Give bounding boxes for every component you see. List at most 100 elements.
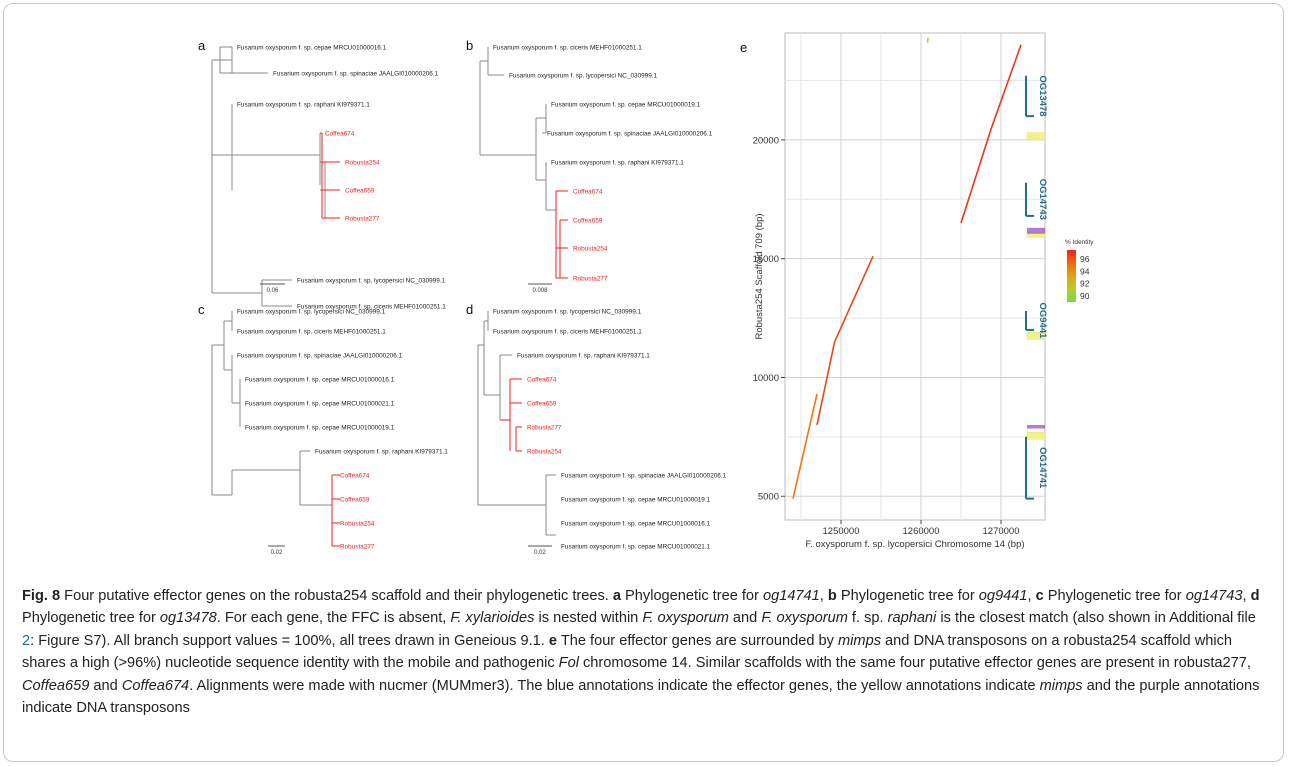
caption-text: : Figure S7). All branch support values … — [30, 632, 549, 649]
caption-italic: og14741 — [762, 588, 820, 604]
scale-bar-label-b: 0.008 — [532, 288, 548, 294]
panel-letter-a: a — [198, 38, 206, 53]
x-tick-label: 1260000 — [903, 526, 940, 537]
effector-label: OG14741 — [1037, 447, 1048, 489]
panel-letter-c: c — [198, 302, 205, 317]
tree-leaf-label: Robusta254 — [527, 449, 562, 456]
tree-leaf-label: Fusarium oxysporum f. sp. cepae MRCU0100… — [245, 401, 395, 408]
y-tick-label: 5000 — [758, 492, 779, 503]
tree-leaf-label: Fusarium oxysporum f. sp. spinaciae JAAL… — [273, 71, 439, 78]
caption-body: Four putative effector genes on the robu… — [22, 588, 1260, 716]
caption-bold: c — [1035, 588, 1044, 604]
tree-leaf-label: Fusarium oxysporum f. sp. raphani KI9793… — [237, 102, 370, 109]
tree-leaf-label: Fusarium oxysporum f. sp. cepae MRCU0100… — [551, 102, 701, 109]
caption-text: . For each gene, the FFC is absent, — [216, 610, 451, 627]
tree-leaf-label: Fusarium oxysporum f. sp. ciceris MEHF01… — [297, 304, 446, 311]
caption-italic: F. oxysporum — [761, 610, 848, 627]
additional-file-link[interactable]: 2 — [22, 632, 31, 649]
legend-tick-label: 94 — [1080, 266, 1090, 276]
scale-bar-label-d: 0.02 — [534, 550, 546, 556]
tree-leaf-label: Fusarium oxysporum f. sp. lycopersici NC… — [237, 309, 386, 316]
caption-text: and DNA transposons on a robusta254 scaf… — [22, 632, 1233, 672]
tree-leaf-label: Fusarium oxysporum f. sp. lycopersici NC… — [297, 278, 446, 285]
tree-panel-d: d Fusarium oxysporum f. sp. lycopersici N… — [466, 302, 727, 556]
caption-italic: raphani — [887, 610, 937, 627]
x-axis-title: F. oxysporum f. sp. lycopersici Chromoso… — [805, 539, 1024, 550]
tree-leaf-label: Robusta277 — [345, 216, 380, 223]
caption-italic: og14743 — [1185, 588, 1243, 604]
legend-title: % Identity — [1065, 239, 1094, 246]
caption-text: . Alignments were made with nucmer (MUMm… — [189, 677, 1040, 694]
tree-leaf-label: Fusarium oxysporum f. sp. spinaciae JAAL… — [561, 473, 727, 480]
tree-leaf-label: Coffea659 — [573, 218, 603, 225]
transposon-annotation — [1027, 227, 1045, 234]
panel-letter-e: e — [740, 40, 747, 55]
caption-italic: mimps — [838, 632, 881, 649]
mimp-annotation — [1026, 132, 1046, 141]
caption-italic: og9441 — [978, 588, 1028, 604]
x-tick-label: 1270000 — [983, 526, 1020, 537]
caption-italic: F. xylarioides — [450, 610, 535, 627]
caption-italic: Coffea674 — [121, 677, 190, 694]
caption-text: , — [1027, 588, 1036, 604]
tree-leaf-label: Fusarium oxysporum f. sp. lycopersici NC… — [509, 73, 658, 80]
alignment-segment — [816, 341, 836, 426]
caption-bold: a — [612, 588, 621, 604]
caption-text: Four putative effector genes on the robu… — [60, 588, 613, 604]
tree-leaf-label: Robusta277 — [527, 425, 562, 432]
legend-colorbar — [1067, 250, 1076, 302]
caption-text: Phylogenetic tree for — [1043, 588, 1186, 604]
caption-text: and — [728, 610, 762, 627]
caption-bold: b — [827, 588, 837, 604]
legend-tick-label: 96 — [1080, 254, 1090, 264]
caption-text: and — [89, 677, 122, 694]
tree-panel-c: c Fusarium oxysporum f. sp. lycopersici N… — [198, 302, 448, 556]
caption-text: , — [1242, 588, 1251, 604]
tree-leaf-label: Fusarium oxysporum f. sp. ciceris MEHF01… — [493, 45, 642, 52]
plot-area — [784, 32, 1046, 521]
alignment-segment — [833, 255, 874, 343]
caption-text: f. sp. — [847, 610, 888, 627]
caption-text: chromosome 14. Similar scaffolds with th… — [578, 655, 1251, 672]
tree-leaf-label: Coffea659 — [527, 401, 557, 408]
tree-leaf-label: Coffea674 — [527, 377, 557, 384]
tree-leaf-label: Fusarium oxysporum f. sp. cepae MRCU0100… — [245, 377, 395, 384]
y-tick-label: 20000 — [753, 135, 779, 146]
effector-label: OG13478 — [1037, 75, 1048, 116]
caption-italic: mimps — [1039, 677, 1083, 694]
effector-label: OG9441 — [1037, 302, 1048, 339]
tree-leaf-label: Fusarium oxysporum f. sp. spinaciae JAAL… — [237, 353, 403, 360]
y-tick-label: 15000 — [753, 254, 779, 265]
tree-leaf-label: Coffea674 — [573, 189, 603, 196]
alignment-segment — [990, 44, 1022, 129]
panel-letter-d: d — [466, 302, 473, 317]
phylogenetic-trees: a Fusarium oxysporum f. sp. cepae MRCU010… — [198, 32, 1094, 556]
tree-leaf-label: Robusta254 — [573, 246, 608, 253]
tree-leaf-label: Fusarium oxysporum f. sp. cepae MRCU0100… — [561, 497, 711, 504]
caption-text: , — [819, 588, 828, 604]
caption-bold: e — [548, 632, 558, 649]
caption-text: Phylogenetic tree for — [621, 588, 763, 604]
mimp-annotation — [1026, 332, 1046, 340]
tree-leaf-label: Fusarium oxysporum f. sp. ciceris MEHF01… — [493, 329, 642, 336]
x-tick-label: 1250000 — [823, 526, 860, 537]
caption-italic: F. oxysporum — [642, 610, 729, 627]
caption-text: and the purple annotations indicate DNA … — [22, 677, 1260, 717]
tree-leaf-label: Fusarium oxysporum f. sp. raphani KI9793… — [517, 353, 650, 360]
panel-letter-b: b — [466, 38, 473, 53]
tree-leaf-label: Fusarium oxysporum f. sp. cepae MRCU0100… — [561, 544, 711, 551]
alignment-segment — [926, 37, 929, 43]
tree-leaf-label: Fusarium oxysporum f. sp. raphani KI9793… — [551, 160, 684, 167]
alignment-segment — [960, 127, 993, 224]
tree-leaf-label: Fusarium oxysporum f. sp. cepae MRCU0100… — [561, 521, 711, 528]
tree-leaf-label: Coffea659 — [340, 497, 370, 504]
tree-leaf-label: Coffea674 — [325, 131, 355, 138]
tree-leaf-label: Coffea659 — [345, 188, 375, 195]
alignment-segment — [792, 393, 818, 499]
mimp-annotation — [1026, 431, 1046, 440]
tree-panel-a: a Fusarium oxysporum f. sp. cepae MRCU010… — [198, 38, 446, 311]
caption-italic: Fol — [558, 655, 579, 672]
figure-caption: Fig. 8 Four putative effector genes on t… — [22, 585, 1267, 719]
tree-leaf-label: Fusarium oxysporum f. sp. spinaciae JAAL… — [547, 131, 713, 138]
transposon-annotation — [1027, 424, 1045, 429]
